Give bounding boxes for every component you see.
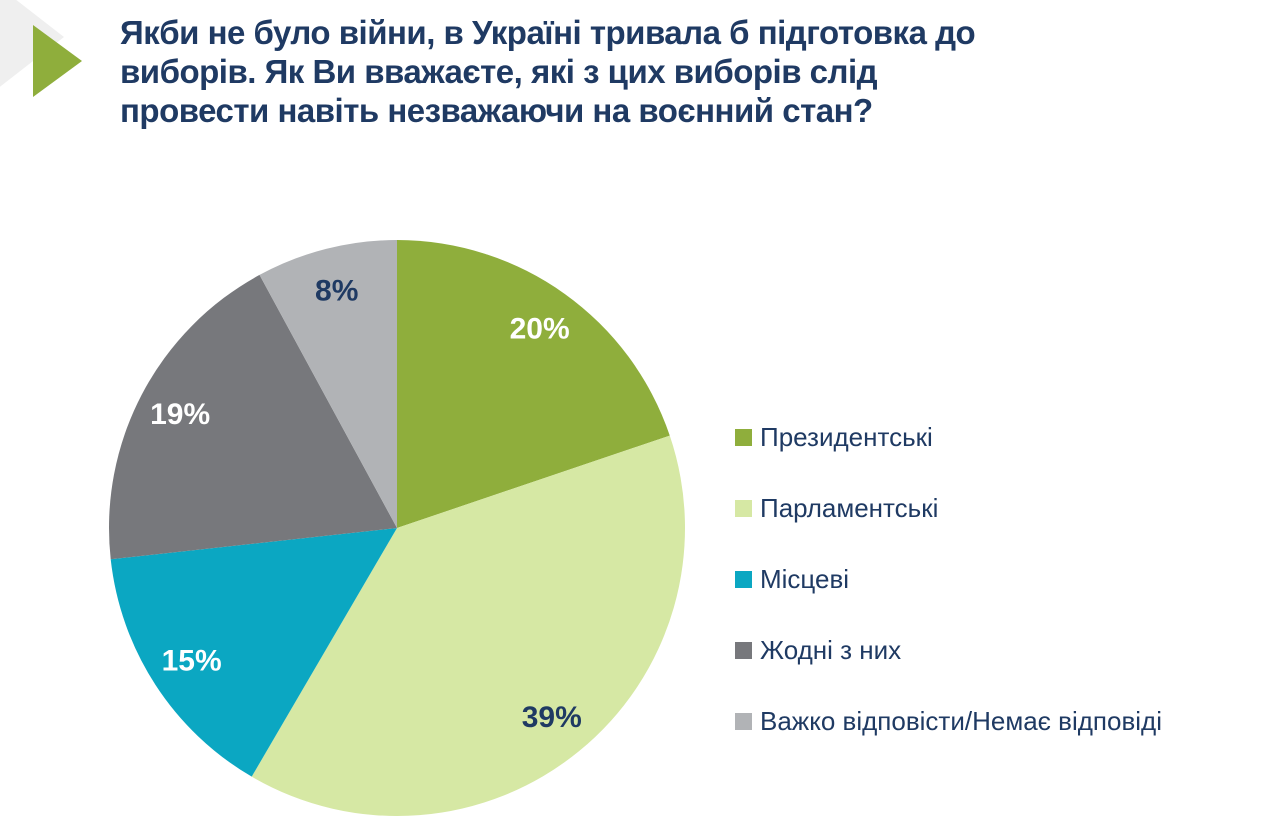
pie-slice-label: 20% [510,313,570,346]
legend-swatch-icon [735,642,752,659]
pie-chart: 20% 39% 15% 19% 8% [109,239,686,816]
legend-item: Важко відповісти/Немає відповіді [735,705,1162,738]
pie-slice-1 [251,435,686,816]
pie-slice-label: 8% [315,274,358,307]
legend-swatch-icon [735,500,752,517]
chart-title-line: провести навіть незважаючи на воєнний ст… [120,92,873,129]
pie-slice-label: 15% [162,645,222,678]
legend-item: Місцеві [735,563,1162,596]
legend: Президентські Парламентські Місцеві Жодні з… [735,421,1162,738]
pie-slice-label: 19% [150,398,210,431]
pie-slice-2 [110,528,397,777]
legend-swatch-icon [735,429,752,446]
legend-label: Місцеві [760,564,850,594]
pie-slice-3 [109,274,397,560]
chart-title-line: виборів. Як Ви вважаєте, які з цих вибор… [120,53,878,90]
legend-swatch-icon [735,713,752,730]
pie-slice-4 [259,240,397,528]
legend-item: Парламентські [735,492,1162,525]
pie-slice-label: 39% [522,701,582,734]
legend-item: Президентські [735,421,1162,454]
legend-label: Парламентські [760,493,939,523]
legend-label: Важко відповісти/Немає відповіді [760,706,1162,736]
legend-label: Президентські [760,422,933,452]
legend-swatch-icon [735,571,752,588]
legend-item: Жодні з них [735,634,1162,667]
legend-label: Жодні з них [760,635,902,665]
pie-slice-0 [397,239,670,528]
chart-title: Якби не було війни, в Україні тривала б … [120,13,976,130]
chart-title-line: Якби не було війни, в Україні тривала б … [120,14,976,51]
